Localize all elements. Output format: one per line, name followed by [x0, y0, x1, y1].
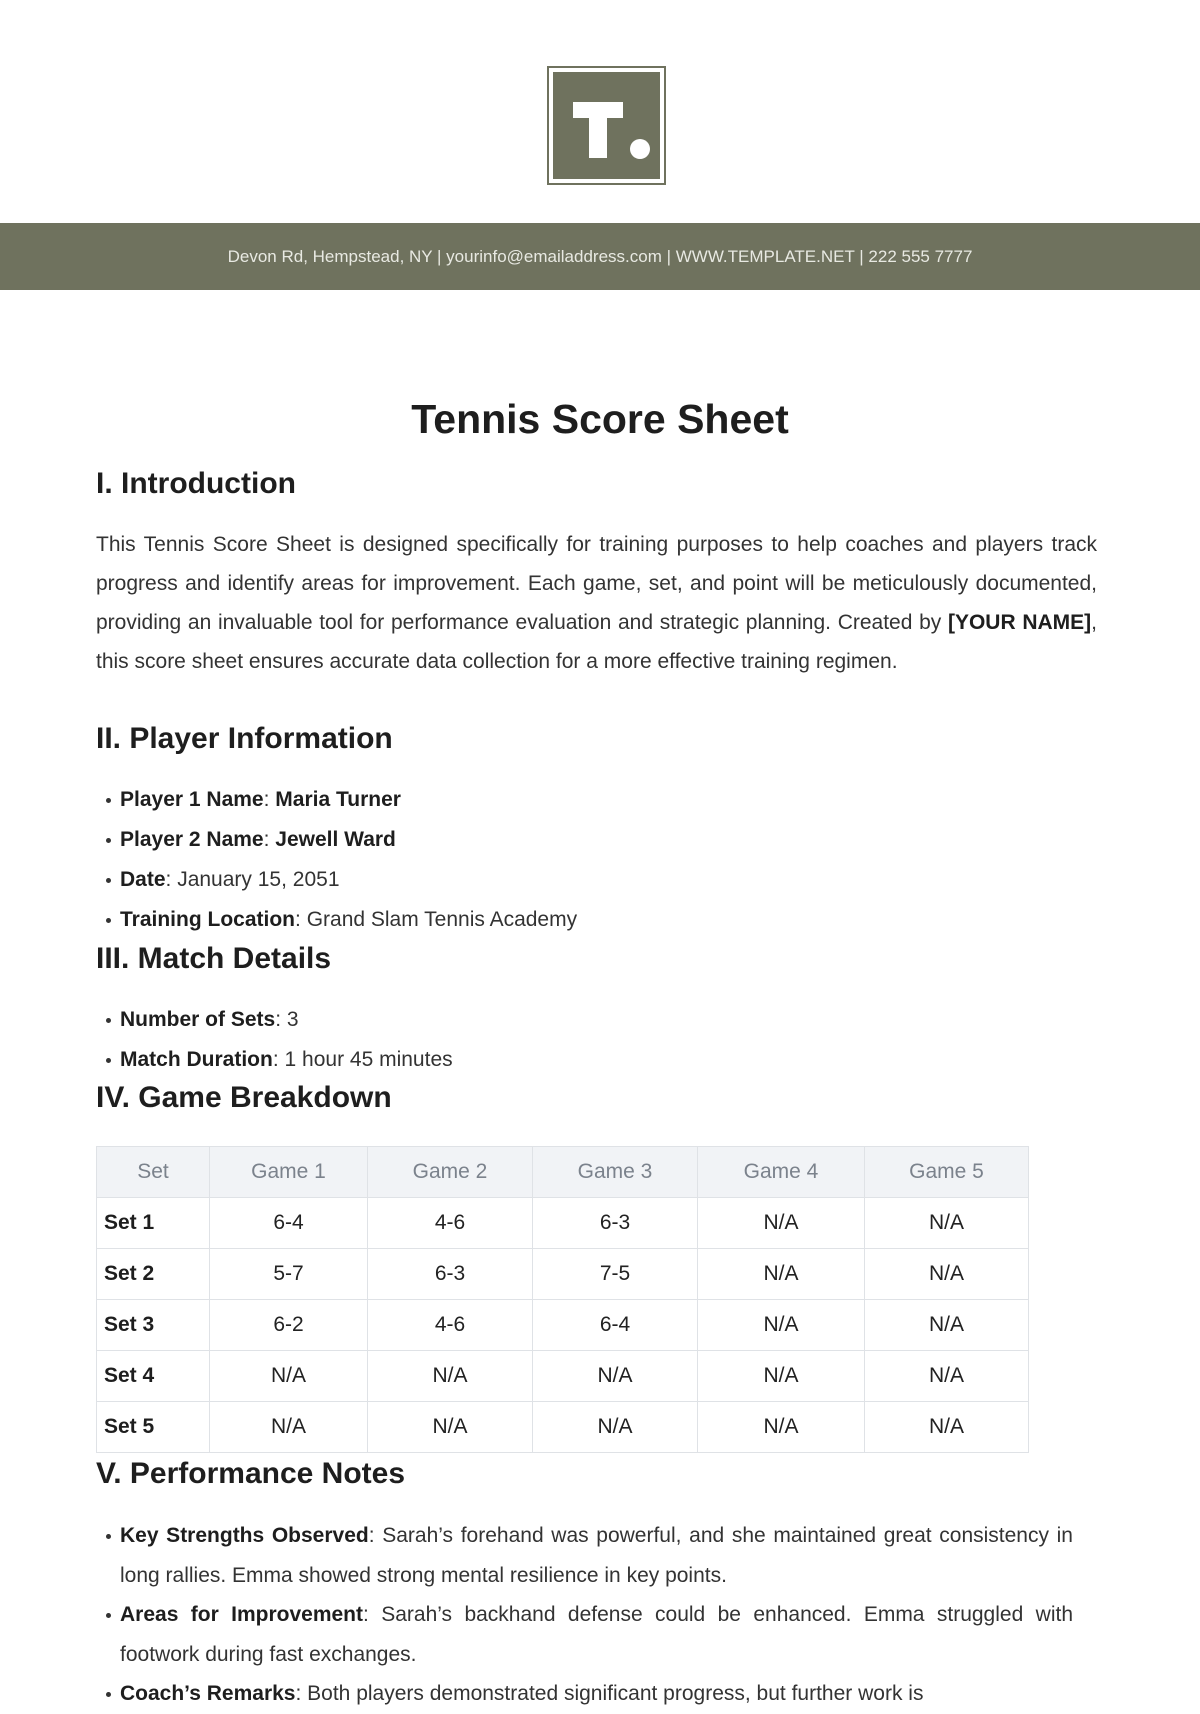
- column-header: Game 3: [532, 1146, 698, 1198]
- score-cell: N/A: [367, 1350, 533, 1402]
- score-cell: 6-3: [367, 1248, 533, 1300]
- list-item: Player 1 Name: Maria Turner: [105, 780, 577, 820]
- author-name: [YOUR NAME]: [947, 611, 1092, 634]
- score-cell: 4-6: [367, 1299, 533, 1351]
- table-row: Set 3 6-2 4-6 6-4 N/A N/A: [96, 1299, 1029, 1351]
- score-cell: N/A: [532, 1401, 698, 1453]
- list-item: Number of Sets: 3: [106, 1000, 453, 1040]
- contact-info: Devon Rd, Hempstead, NY | yourinfo@email…: [227, 246, 973, 266]
- heading-game-breakdown: IV. Game Breakdown: [96, 1081, 392, 1114]
- score-cell: 4-6: [367, 1197, 533, 1249]
- page-title: Tennis Score Sheet: [411, 396, 789, 442]
- performance-notes-list: Key Strengths Observed: Sarah’s forehand…: [96, 1516, 1073, 1714]
- list-item: Coach’s Remarks: Both players demonstrat…: [106, 1674, 1073, 1714]
- score-cell: 6-3: [532, 1197, 698, 1249]
- score-cell: N/A: [532, 1350, 698, 1402]
- heading-match-details: III. Match Details: [96, 942, 332, 975]
- score-cell: N/A: [864, 1299, 1029, 1351]
- score-cell: N/A: [209, 1350, 368, 1402]
- player-info-list: Player 1 Name: Maria Turner Player 2 Nam…: [96, 780, 577, 940]
- logo-mark: [553, 72, 660, 179]
- score-cell: N/A: [697, 1248, 865, 1300]
- contact-band: Devon Rd, Hempstead, NY | yourinfo@email…: [0, 223, 1200, 290]
- score-cell: N/A: [697, 1401, 865, 1453]
- heading-player-information: II. Player Information: [96, 722, 393, 755]
- table-row: Set 1 6-4 4-6 6-3 N/A N/A: [96, 1197, 1029, 1249]
- set-label: Set 5: [96, 1401, 210, 1453]
- score-cell: N/A: [864, 1350, 1029, 1402]
- column-header: Game 4: [697, 1146, 865, 1198]
- table-row: Set 2 5-7 6-3 7-5 N/A N/A: [96, 1248, 1029, 1300]
- score-cell: 6-2: [209, 1299, 368, 1351]
- score-cell: N/A: [697, 1350, 865, 1402]
- table-row: Set 4 N/A N/A N/A N/A N/A: [96, 1350, 1029, 1402]
- logo: [547, 66, 666, 185]
- score-cell: 5-7: [209, 1248, 368, 1300]
- score-cell: 6-4: [532, 1299, 698, 1351]
- list-item: Player 2 Name: Jewell Ward: [105, 820, 577, 860]
- score-cell: N/A: [697, 1299, 865, 1351]
- column-header: Game 2: [367, 1146, 533, 1198]
- table-row: Set 5 N/A N/A N/A N/A N/A: [96, 1401, 1029, 1453]
- list-item: Date: January 15, 2051: [105, 860, 577, 900]
- set-label: Set 4: [96, 1350, 210, 1402]
- score-cell: N/A: [864, 1401, 1029, 1453]
- list-item: Areas for Improvement: Sarah’s backhand …: [106, 1595, 1073, 1674]
- heading-introduction: I. Introduction: [96, 467, 296, 500]
- score-cell: 6-4: [209, 1197, 368, 1249]
- set-label: Set 1: [96, 1197, 210, 1249]
- match-details-list: Number of Sets: 3 Match Duration: 1 hour…: [96, 1000, 453, 1080]
- list-item: Training Location: Grand Slam Tennis Aca…: [105, 900, 577, 940]
- score-cell: N/A: [697, 1197, 865, 1249]
- score-cell: 7-5: [532, 1248, 698, 1300]
- heading-performance-notes: V. Performance Notes: [96, 1457, 406, 1490]
- column-header: Game 1: [209, 1146, 368, 1198]
- set-label: Set 3: [96, 1299, 210, 1351]
- column-header: Set: [96, 1146, 210, 1198]
- column-header: Game 5: [864, 1146, 1029, 1198]
- score-cell: N/A: [209, 1401, 368, 1453]
- intro-paragraph: This Tennis Score Sheet is designed spec…: [96, 533, 1097, 673]
- score-cell: N/A: [864, 1248, 1029, 1300]
- set-label: Set 2: [96, 1248, 210, 1300]
- list-item: Key Strengths Observed: Sarah’s forehand…: [106, 1516, 1073, 1595]
- score-cell: N/A: [367, 1401, 533, 1453]
- score-cell: N/A: [864, 1197, 1029, 1249]
- list-item: Match Duration: 1 hour 45 minutes: [106, 1040, 453, 1080]
